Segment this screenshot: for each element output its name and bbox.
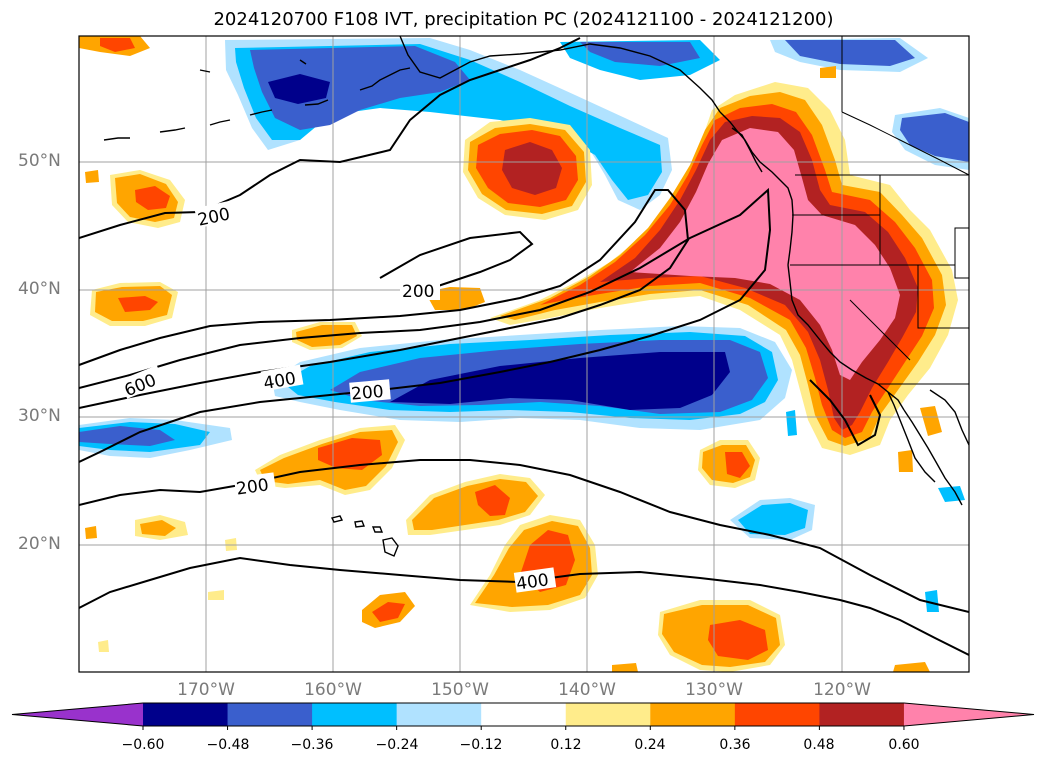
colorbar-segment <box>396 703 482 726</box>
colorbar-segment <box>143 703 229 726</box>
colorbar-tick-label: 0.12 <box>550 737 582 753</box>
colorbar-tick-label: 0.36 <box>719 737 751 753</box>
colorbar-extend-low <box>12 703 143 726</box>
map-frame <box>78 35 970 673</box>
ivt-contours <box>79 37 969 656</box>
colorbar-tick-label: 0.24 <box>634 737 666 753</box>
colorbar-segment <box>312 703 398 726</box>
lon-label-120w: 120°W <box>813 680 871 700</box>
lat-label-50n: 50°N <box>18 151 61 171</box>
colorbar-extend-high <box>903 703 1034 726</box>
colorbar <box>11 702 1035 730</box>
colorbar-segment <box>650 703 736 726</box>
lat-label-30n: 30°N <box>18 406 61 426</box>
colorbar-segment <box>227 703 313 726</box>
colorbar-tick-label: 0.60 <box>888 737 920 753</box>
colorbar-tick-label: −0.36 <box>290 737 334 753</box>
lat-label-20n: 20°N <box>18 534 61 554</box>
contour-label: 400 <box>515 570 550 594</box>
colorbar-segment <box>819 703 905 726</box>
lon-label-130w: 130°W <box>685 680 743 700</box>
contour-label: 200 <box>350 382 384 405</box>
lon-label-160w: 160°W <box>304 680 362 700</box>
colorbar-segment <box>565 703 651 726</box>
colorbar-tick-label: −0.12 <box>459 737 503 753</box>
lon-label-150w: 150°W <box>431 680 489 700</box>
map-title: 2024120700 F108 IVT, precipitation PC (2… <box>213 9 834 30</box>
colorbar-tick-label: −0.60 <box>121 737 165 753</box>
coastlines <box>103 36 969 557</box>
colorbar-tick-label: −0.48 <box>206 737 250 753</box>
colorbar-segment <box>734 703 820 726</box>
contour-label: 200 <box>235 475 270 499</box>
lon-label-170w: 170°W <box>177 680 235 700</box>
colorbar-tick-label: −0.24 <box>375 737 419 753</box>
negative-pc-field <box>79 38 969 612</box>
colorbar-segment <box>481 703 567 726</box>
lon-label-140w: 140°W <box>558 680 616 700</box>
map-plot-area: 200 200 600 400 200 200 400 <box>79 36 969 672</box>
colorbar-tick-label: 0.48 <box>803 737 835 753</box>
political-borders <box>790 36 969 385</box>
contour-labels: 200 200 600 400 200 200 400 <box>119 200 557 595</box>
lat-label-40n: 40°N <box>18 279 61 299</box>
contour-label: 200 <box>402 282 434 302</box>
